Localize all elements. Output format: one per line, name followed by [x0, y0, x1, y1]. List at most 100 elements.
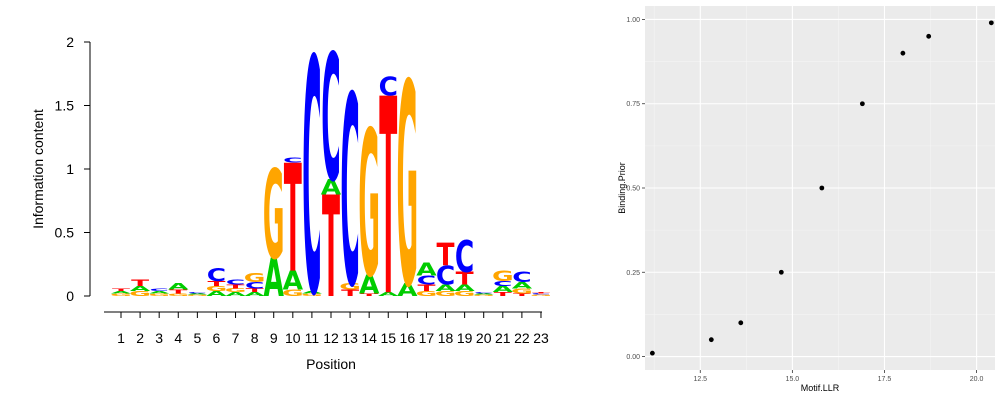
- logo-x-axis: 1 2 3 4 5 6 7 8 9 10 11 12 13 14 15 16 17 18 19 20 21 22 23: [104, 311, 549, 346]
- logo-y-tick-label: 0.5: [55, 225, 75, 241]
- logo-letter-a: A: [206, 290, 227, 298]
- logo-letter-g: G: [492, 268, 514, 284]
- logo-letter-t: T: [494, 291, 512, 297]
- scatter-gridlines: [645, 6, 995, 370]
- logo-letter-g: G: [416, 290, 438, 298]
- logo-letter-t: T: [112, 288, 130, 292]
- logo-letter-t: T: [227, 284, 245, 290]
- logo-letter-c: C: [283, 156, 302, 164]
- scatter-x-tick-label: 12.5: [693, 376, 707, 383]
- logo-letter-t: T: [322, 167, 340, 330]
- scatter-x-tick-label: 20.0: [970, 376, 984, 383]
- logo-letter-g: G: [187, 295, 209, 297]
- logo-letter-g: G: [263, 145, 285, 287]
- logo-letter-t: T: [532, 292, 550, 294]
- logo-letter-a: A: [474, 293, 495, 295]
- scatter-x-axis-title: Motif.LLR: [801, 383, 840, 393]
- logo-x-tick-label: 9: [270, 330, 278, 346]
- logo-letter-t: T: [360, 293, 378, 297]
- scatter-y-tick-label: 0.25: [626, 270, 640, 277]
- logo-letter-a: A: [321, 175, 342, 200]
- logo-letter-a: A: [397, 280, 418, 300]
- logo-letter-a: A: [264, 248, 284, 309]
- logo-letter-a: A: [302, 291, 323, 295]
- logo-x-tick-label: 3: [155, 330, 163, 346]
- logo-letter-a: A: [111, 291, 132, 295]
- logo-letter-g: G: [206, 284, 228, 292]
- logo-letter-c: C: [207, 265, 226, 285]
- logo-letter-c: C: [149, 288, 168, 292]
- scatter-x-axis: 12.5 15.0 17.5 20.0: [693, 370, 983, 383]
- logo-x-axis-title: Position: [306, 356, 356, 372]
- logo-letter-g: G: [339, 282, 361, 292]
- logo-letter-c: C: [493, 279, 512, 287]
- logo-letter-c: C: [321, 20, 340, 221]
- scatter-point: [738, 320, 744, 326]
- logo-x-tick-label: 23: [533, 330, 549, 346]
- scatter-point: [819, 185, 825, 191]
- logo-letter-g: G: [129, 290, 151, 298]
- logo-letter-g: G: [530, 295, 552, 297]
- logo-letter-c: C: [436, 262, 455, 292]
- logo-letter-a: A: [168, 282, 189, 292]
- scatter-y-tick-label: 0.00: [626, 354, 640, 361]
- logo-x-tick-label: 6: [213, 330, 221, 346]
- logo-letter-t: T: [341, 288, 360, 298]
- logo-letter-g: G: [301, 293, 323, 297]
- scatter-point: [900, 50, 906, 56]
- logo-letter-t: T: [513, 293, 531, 297]
- logo-letter-t: T: [207, 279, 226, 287]
- logo-letter-g: G: [282, 288, 304, 298]
- logo-letter-a: A: [225, 291, 246, 297]
- scatter-point: [988, 20, 994, 26]
- logo-letter-a: A: [435, 283, 456, 293]
- logo-letter-t: T: [417, 283, 436, 293]
- logo-letter-g: G: [244, 271, 266, 285]
- logo-x-tick-label: 8: [251, 330, 259, 346]
- logo-letter-t: T: [131, 278, 150, 288]
- logo-letter-c: C: [340, 41, 359, 345]
- scatter-point: [649, 350, 655, 356]
- logo-y-tick-label: 1.5: [55, 98, 75, 114]
- scatter-point: [778, 269, 784, 275]
- logo-letter-c: C: [302, 0, 321, 367]
- logo-letter-g: G: [167, 293, 189, 297]
- logo-letter-c: C: [531, 293, 550, 295]
- logo-letter-g: G: [225, 288, 247, 294]
- logo-letter-g: G: [397, 24, 419, 349]
- logo-letter-g: G: [511, 287, 533, 295]
- scatter-points: [649, 20, 994, 356]
- logo-letter-t: T: [246, 288, 264, 294]
- logo-y-axis-title: Information content: [30, 109, 46, 229]
- logo-letter-a: A: [130, 284, 151, 292]
- scatter-y-tick-label: 0.75: [626, 101, 640, 108]
- logo-letter-a: A: [454, 283, 475, 293]
- scatter-point: [859, 101, 865, 107]
- logo-letter-g: G: [358, 89, 380, 322]
- logo-letter-g: G: [473, 295, 495, 297]
- logo-letter-t: T: [379, 43, 397, 357]
- logo-y-tick-label: 2: [66, 34, 74, 50]
- logo-letter-t: T: [284, 134, 302, 307]
- scatter-y-tick-label: 1.00: [626, 17, 640, 24]
- logo-y-tick-label: 0: [66, 288, 74, 304]
- logo-x-tick-label: 14: [361, 330, 377, 346]
- scatter-x-tick-label: 17.5: [878, 376, 892, 383]
- logo-letter-c: C: [379, 72, 398, 102]
- logo-letter-t: T: [437, 236, 455, 273]
- logo-y-axis: 0 0.5 1 1.5 2: [55, 34, 91, 304]
- logo-x-tick-label: 1: [117, 330, 125, 346]
- logo-x-tick-label: 20: [476, 330, 492, 346]
- logo-letter-c: C: [512, 269, 531, 285]
- logo-letter-c: C: [226, 278, 245, 286]
- logo-letter-a: A: [493, 284, 514, 294]
- logo-y-tick-label: 1: [66, 161, 74, 177]
- scatter-chart: 0.00 0.25 0.50 0.75 1.00 12.5 15.0 17.5 20.0 Mo…: [617, 6, 995, 393]
- logo-letter-t: T: [169, 289, 187, 295]
- logo-letter-a: A: [244, 291, 265, 297]
- logo-x-tick-label: 12: [323, 330, 339, 346]
- logo-x-tick-label: 18: [438, 330, 454, 346]
- logo-letter-a: A: [416, 260, 437, 280]
